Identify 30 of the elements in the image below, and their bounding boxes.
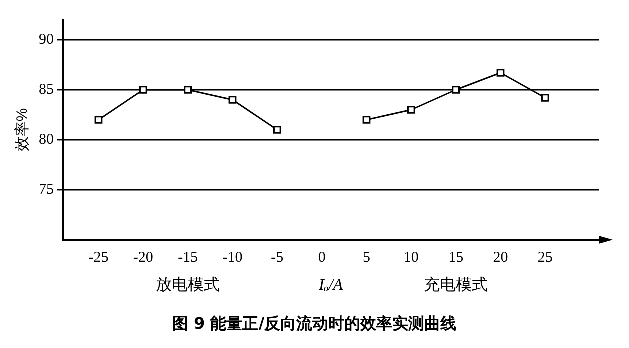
point (452, 86, 460, 94)
x-tick-label: 10 (404, 250, 419, 266)
x-tick-label: -25 (88, 250, 109, 266)
text: 充电模式 (424, 275, 488, 294)
point (94, 116, 103, 124)
x-tick-label: 0 (318, 250, 326, 266)
point (184, 86, 192, 94)
text: 图 9 能量正/反向流动时的效率实测曲线 (171, 314, 458, 335)
y-axis-title: 效率% (14, 108, 32, 152)
y-tick-label: 80 (39, 132, 54, 148)
x-tick-label: -20 (133, 250, 154, 266)
point (496, 69, 505, 77)
point (228, 96, 237, 104)
y-tick-label: 85 (39, 82, 54, 98)
x-tick-label: 15 (448, 250, 464, 266)
point (407, 106, 416, 114)
y-tick-label: 90 (39, 32, 54, 48)
point (541, 94, 550, 102)
x-axis-title: Iₒ/A (318, 277, 344, 294)
x-tick-label: -10 (222, 250, 243, 266)
text: 放电模式 (156, 275, 220, 294)
x-tick-label: 25 (538, 250, 553, 266)
x-tick-label: -15 (178, 250, 198, 266)
x-tick-label: -5 (271, 250, 284, 266)
point (273, 126, 282, 134)
x-tick-label: 20 (493, 250, 508, 266)
y-tick-label: 75 (39, 182, 54, 198)
x-tick-label: 5 (362, 250, 370, 266)
point (362, 116, 371, 124)
point (139, 86, 148, 94)
